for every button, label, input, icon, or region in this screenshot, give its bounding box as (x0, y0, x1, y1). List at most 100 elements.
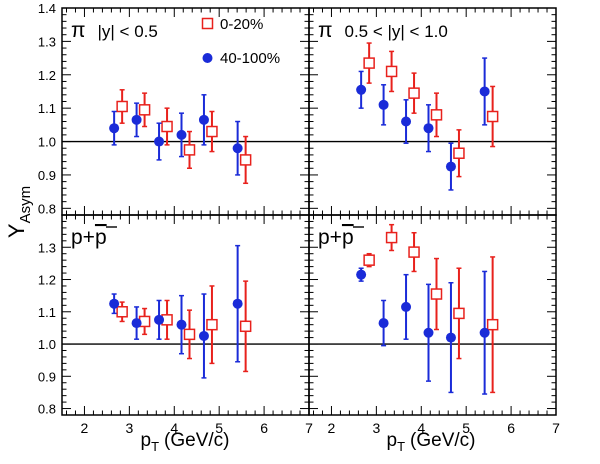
data-point-square (239, 154, 252, 166)
data-point-square (430, 109, 443, 121)
x-tick-label: 7 (552, 420, 560, 436)
y-tick-label: 0.9 (38, 369, 56, 384)
x-tick-label: 5 (215, 420, 223, 436)
panel-bottom-left: 0.8 0.9 1.0 1.1 1.2 1.3 2 3 4 5 6 7 p+p (38, 214, 313, 436)
data-point-square (408, 87, 420, 99)
data-point-circle (232, 298, 243, 309)
data-point-circle (445, 161, 456, 172)
data-point-circle (423, 123, 434, 134)
panel-label-rapidity: 0.5 < |y| < 1.0 (345, 22, 448, 41)
x-axis-title-right-sub: T (397, 439, 405, 454)
y-tick-label: 1.4 (38, 1, 56, 16)
data-point-circle (356, 269, 367, 280)
svg-text:YAsym: YAsym (4, 186, 34, 238)
data-point-circle (109, 298, 120, 309)
x-axis-title-left: pT (GeV/c) (141, 430, 230, 454)
data-point-circle (198, 330, 209, 341)
data-point-square (453, 307, 465, 320)
data-point-circle (198, 114, 209, 125)
y-tick-label: 1.3 (38, 34, 56, 49)
data-point-square (408, 246, 420, 258)
x-tick-label: 3 (372, 420, 380, 436)
panels: 0.8 0.9 1.0 1.1 1.2 1.3 1.4 π |y| < 0.5 π 0.5 < |y… (38, 1, 560, 436)
x-tick-label: 7 (305, 420, 313, 436)
panel-top-left: 0.8 0.9 1.0 1.1 1.2 1.3 1.4 π |y| < 0.5 (38, 1, 310, 216)
x-axis-title-right-unit: (GeV/c) (410, 430, 475, 451)
x-tick-label: 4 (417, 420, 425, 436)
data-point-square (453, 147, 465, 159)
data-point-square (486, 110, 499, 123)
data-point-circle (356, 84, 367, 95)
y-tick-label: 1.0 (38, 337, 56, 352)
y-axis-title-sub: Asym (17, 186, 34, 224)
panel-label: π |y| < 0.5 (71, 19, 158, 42)
data-point-square (116, 100, 128, 113)
x-tick-label: 6 (507, 420, 515, 436)
data-point-square (363, 57, 375, 69)
panel-label: p+p (318, 226, 354, 249)
x-axis-title-right: pT (GeV/c) (387, 430, 476, 454)
panel-label-rapidity: |y| < 0.5 (98, 22, 158, 41)
data-point-square (486, 318, 499, 331)
data-point-circle (423, 327, 434, 338)
data-point-circle (378, 318, 389, 329)
y-tick-label: 1.1 (38, 101, 56, 116)
panel-label: π 0.5 < |y| < 1.0 (318, 19, 448, 42)
x-axis-title-left-main: p (141, 430, 152, 451)
y-tick-label: 0.8 (38, 201, 56, 216)
y-tick-label: 1.3 (38, 240, 56, 255)
y-tick-label: 1.2 (38, 68, 56, 83)
data-point-circle (401, 116, 412, 127)
data-point-square (183, 328, 196, 341)
data-point-circle (131, 318, 142, 329)
data-point-circle (479, 327, 490, 338)
x-tick-label: 3 (125, 420, 133, 436)
data-point-circle (176, 319, 187, 330)
y-tick-label: 1.2 (38, 273, 56, 288)
panel-label: p+p (71, 226, 107, 249)
panel-label-particle: π (71, 19, 86, 42)
data-point-square (206, 125, 218, 138)
panel-label-antiparticle: p (95, 226, 107, 249)
panel-label-particle: π (318, 19, 333, 42)
data-point-square (116, 306, 128, 318)
data-point-square (206, 318, 218, 331)
y-tick-label: 1.0 (38, 135, 56, 150)
data-point-circle (445, 332, 456, 343)
data-point-circle (109, 123, 120, 134)
y-axis-title-main: Y (4, 223, 29, 238)
data-point-circle (154, 314, 165, 325)
data-point-circle (176, 129, 187, 140)
legend-peripheral-marker (202, 53, 213, 63)
data-point-square (430, 288, 443, 300)
panel-label-particle: p+ (71, 226, 95, 249)
x-tick-label: 2 (328, 420, 336, 436)
data-point-square (385, 65, 398, 78)
data-point-square (161, 120, 173, 133)
x-axis-title-left-sub: T (151, 439, 159, 454)
legend: 0-20% 40-100% (201, 16, 280, 67)
x-tick-label: 2 (81, 420, 89, 436)
data-point-circle (401, 301, 412, 312)
data-point-circle (154, 136, 165, 147)
x-axis-title-right-main: p (387, 430, 398, 451)
data-point-square (183, 144, 196, 156)
legend-central-label: 0-20% (220, 16, 263, 33)
y-tick-label: 0.8 (38, 402, 56, 417)
data-point-square (385, 231, 398, 244)
panel-bottom-right: 2 3 4 5 6 7 p+p (308, 214, 560, 436)
data-point-circle (232, 143, 243, 154)
data-point-square (363, 254, 375, 266)
panel-label-antiparticle: p (342, 226, 354, 249)
y-tick-label: 0.9 (38, 168, 56, 183)
data-point-circle (378, 99, 389, 110)
x-axis-title-left-unit: (GeV/c) (164, 430, 229, 451)
data-point-square (138, 104, 151, 116)
y-tick-label: 1.1 (38, 305, 56, 320)
x-tick-label: 6 (260, 420, 268, 436)
legend-peripheral-label: 40-100% (220, 50, 280, 67)
panel-top-right: π 0.5 < |y| < 1.0 (308, 7, 557, 216)
data-point-square (239, 320, 252, 333)
data-point-circle (479, 86, 490, 97)
